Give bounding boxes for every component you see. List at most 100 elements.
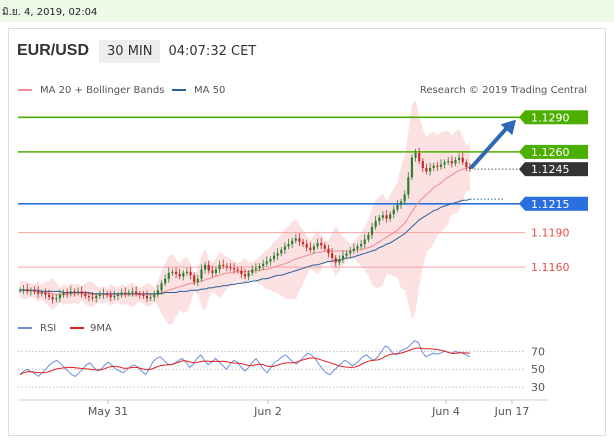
candle: [370, 222, 374, 239]
candle-body: [156, 290, 159, 295]
candle: [396, 199, 399, 213]
top-bar: มิ.ย. 4, 2019, 02:04: [0, 0, 614, 22]
candle-body: [363, 239, 366, 245]
timestamp: มิ.ย. 4, 2019, 02:04: [2, 7, 98, 18]
candle: [258, 263, 261, 272]
candle: [425, 163, 428, 175]
candle: [450, 155, 453, 168]
candle-body: [51, 297, 54, 300]
candle-body: [127, 292, 130, 294]
x-tick-label: Jun 4: [431, 405, 460, 418]
candle: [360, 240, 363, 250]
candle-body: [323, 245, 326, 249]
candle-body: [461, 157, 464, 163]
candle-body: [135, 291, 138, 294]
candle-body: [73, 291, 76, 293]
rsi-tick-label-50: 50: [531, 363, 545, 376]
candles: [18, 147, 472, 304]
candle: [269, 256, 272, 266]
candle: [189, 266, 192, 280]
candle-body: [407, 177, 410, 195]
candle-body: [305, 244, 308, 248]
clock-label: 04:07:32 CET: [168, 43, 257, 59]
candle: [272, 251, 276, 262]
candle: [26, 283, 29, 295]
candle-body: [454, 159, 457, 164]
candle: [381, 211, 384, 221]
candle: [443, 159, 446, 169]
candle-body: [87, 296, 91, 298]
candle: [116, 291, 120, 301]
level-badge-1.1290: [525, 110, 588, 125]
candle: [378, 214, 381, 226]
candle: [352, 243, 355, 254]
candle: [262, 259, 265, 271]
candle: [309, 242, 312, 253]
candle: [164, 274, 167, 287]
level-badge-pointer-1.1215: [519, 196, 525, 211]
candle: [316, 238, 319, 250]
candle-body: [18, 290, 22, 292]
candle-body: [189, 271, 192, 276]
candle-body: [338, 259, 341, 263]
level-label-1.1245: 1.1245: [531, 163, 570, 176]
candle-body: [193, 275, 196, 283]
candle: [127, 289, 130, 297]
candle-body: [91, 297, 94, 299]
candle-body: [66, 292, 69, 294]
candle: [167, 267, 170, 283]
candle: [334, 255, 337, 267]
candle: [102, 288, 105, 299]
candle: [458, 153, 461, 164]
candle-body: [240, 270, 243, 275]
candle: [345, 250, 348, 259]
chart-header: EUR/USD 30 MIN 04:07:32 CET: [17, 39, 256, 63]
candle-body: [370, 226, 374, 235]
candle: [22, 285, 25, 295]
candle-body: [149, 297, 152, 299]
candle-body: [106, 293, 109, 295]
candle: [436, 161, 439, 171]
level-badge-1.1215: [525, 196, 588, 211]
candle-body: [327, 248, 330, 254]
candle-body: [276, 253, 279, 256]
level-label-1.1190: 1.1190: [531, 227, 570, 240]
candle: [349, 247, 352, 258]
candle-body: [414, 153, 417, 158]
candle: [91, 291, 94, 302]
candle: [240, 266, 243, 279]
candle-body: [58, 294, 62, 299]
candle-body: [254, 268, 257, 270]
candle-body: [374, 221, 377, 227]
candle-body: [450, 161, 453, 164]
candle: [69, 286, 72, 297]
candle-body: [171, 271, 174, 273]
candle-body: [243, 274, 247, 277]
ma50-legend-label: MA 50: [194, 85, 225, 96]
candle: [374, 215, 377, 230]
candle: [341, 250, 345, 264]
candle: [196, 274, 199, 287]
candle: [58, 289, 62, 303]
candle-body: [360, 244, 363, 247]
candle-body: [55, 298, 58, 300]
interval-badge[interactable]: 30 MIN: [99, 39, 161, 63]
candle: [236, 266, 239, 274]
candle: [265, 256, 268, 267]
candle-body: [218, 264, 221, 270]
candle: [392, 205, 395, 219]
candle: [124, 287, 127, 298]
candle: [40, 289, 43, 297]
candle: [291, 237, 294, 249]
candle: [207, 260, 210, 274]
candle-body: [265, 261, 268, 264]
candle: [80, 286, 83, 298]
candle: [454, 157, 457, 167]
candle: [414, 149, 417, 162]
candle: [33, 286, 36, 295]
candle: [432, 162, 435, 171]
candle-body: [160, 283, 163, 291]
credit-label: Research © 2019 Trading Central: [420, 85, 587, 96]
candle-body: [185, 271, 189, 273]
